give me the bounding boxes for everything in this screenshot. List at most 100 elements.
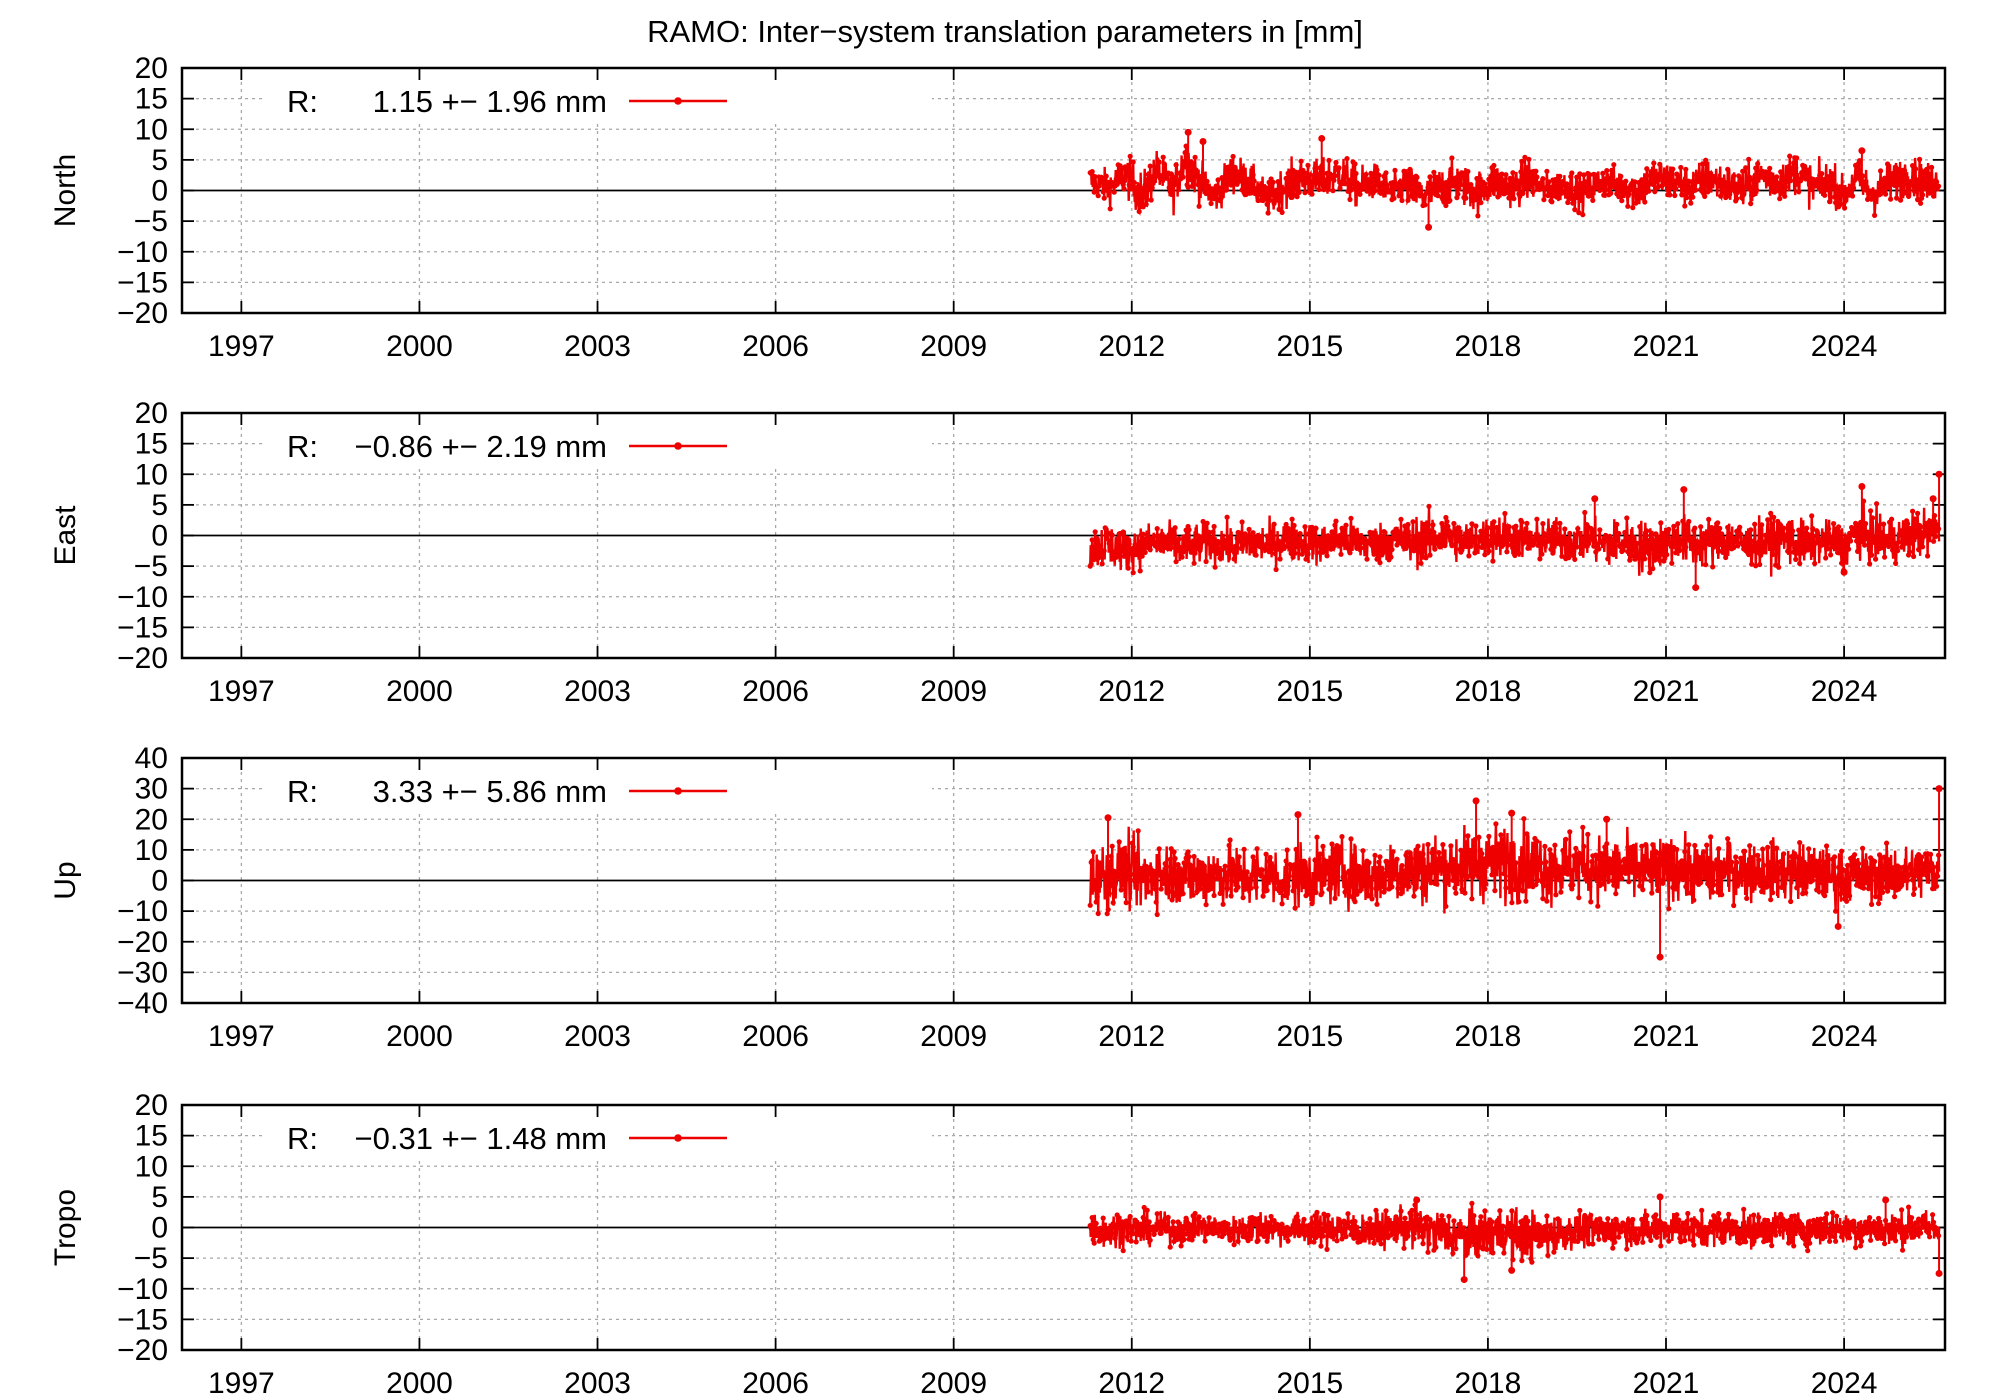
data-point (1423, 555, 1429, 561)
data-point (1344, 156, 1350, 162)
data-point (1154, 1211, 1160, 1217)
data-point (1567, 1223, 1573, 1229)
data-point (1600, 881, 1606, 887)
data-point (1112, 882, 1118, 888)
data-point (1794, 885, 1800, 891)
data-point (1343, 1234, 1349, 1240)
data-point (1389, 1220, 1395, 1227)
data-point (1617, 859, 1623, 865)
data-point (1283, 858, 1289, 864)
data-point (1279, 209, 1285, 215)
data-point (1472, 1234, 1478, 1240)
data-point (1587, 883, 1593, 889)
data-point (1858, 1243, 1864, 1249)
data-point (1833, 537, 1839, 544)
data-point (1838, 529, 1844, 535)
data-point (1739, 1230, 1745, 1236)
data-point (1158, 1230, 1164, 1236)
data-point (1369, 179, 1375, 185)
data-point (1109, 532, 1115, 538)
data-point (1708, 834, 1714, 840)
data-point (1610, 1245, 1616, 1251)
data-point (1769, 840, 1775, 846)
data-point (1549, 1230, 1555, 1236)
data-point (1125, 565, 1131, 571)
data-point (1715, 520, 1721, 526)
data-point (1854, 538, 1860, 544)
x-tick-label: 2018 (1455, 675, 1522, 708)
data-point (1212, 564, 1218, 570)
data-point (1728, 531, 1734, 538)
data-point (1822, 1215, 1828, 1222)
data-point (1142, 182, 1148, 188)
y-tick-label: 20 (135, 1089, 168, 1122)
data-point (1416, 181, 1422, 187)
data-point (1398, 516, 1404, 522)
data-point (1776, 564, 1782, 570)
data-point (1179, 168, 1185, 174)
data-point (1378, 537, 1384, 543)
data-point (1654, 533, 1660, 539)
data-point (1161, 870, 1167, 876)
data-point (1709, 871, 1715, 877)
data-point (1183, 1215, 1189, 1221)
data-point (1781, 525, 1787, 531)
data-point (1457, 868, 1463, 875)
data-point (1164, 174, 1170, 181)
data-point (1372, 852, 1378, 859)
data-point (1596, 856, 1602, 862)
y-tick-label: 20 (135, 52, 168, 85)
data-point (1734, 196, 1740, 202)
data-point (1690, 863, 1696, 869)
data-point (1316, 855, 1322, 861)
data-point (1571, 853, 1577, 859)
data-point (1778, 859, 1784, 865)
data-point (1671, 523, 1677, 529)
data-point (1167, 856, 1173, 863)
data-point (1094, 894, 1100, 900)
data-point (1179, 554, 1185, 560)
data-point (1121, 846, 1127, 852)
data-point (1601, 851, 1607, 857)
data-point (1091, 1240, 1097, 1246)
data-point (1129, 840, 1135, 846)
data-point (1864, 536, 1870, 542)
data-point (1712, 542, 1718, 548)
data-point (1273, 566, 1279, 573)
data-point (1520, 190, 1526, 196)
data-point (1574, 860, 1580, 866)
data-point (1752, 1221, 1758, 1228)
data-point (1632, 1231, 1638, 1237)
data-point (1641, 548, 1647, 555)
data-point (1668, 875, 1674, 881)
x-tick-label: 2003 (564, 675, 631, 708)
data-point (1896, 166, 1902, 173)
data-point (1270, 866, 1276, 873)
data-point (1215, 870, 1221, 877)
data-point (1587, 172, 1593, 178)
data-point (1409, 174, 1415, 180)
data-point (1545, 878, 1551, 884)
y-tick-label: −5 (134, 1242, 168, 1275)
data-point (1124, 535, 1130, 541)
data-point (1793, 556, 1799, 563)
outlier-point (1656, 953, 1664, 961)
data-point (1559, 875, 1565, 882)
data-point (1928, 851, 1934, 858)
data-point (1772, 1224, 1778, 1230)
data-point (1152, 886, 1158, 892)
data-point (1408, 855, 1414, 862)
data-point (1687, 869, 1693, 875)
data-point (1542, 1223, 1548, 1230)
x-tick-label: 2024 (1811, 675, 1878, 708)
data-point (1131, 179, 1137, 186)
data-point (1136, 539, 1142, 545)
data-point (1936, 183, 1942, 189)
data-point (1392, 870, 1398, 877)
data-point (1794, 541, 1800, 548)
data-point (1505, 1222, 1511, 1229)
data-point (1120, 181, 1126, 188)
data-point (1513, 860, 1519, 866)
data-point (1490, 844, 1496, 850)
